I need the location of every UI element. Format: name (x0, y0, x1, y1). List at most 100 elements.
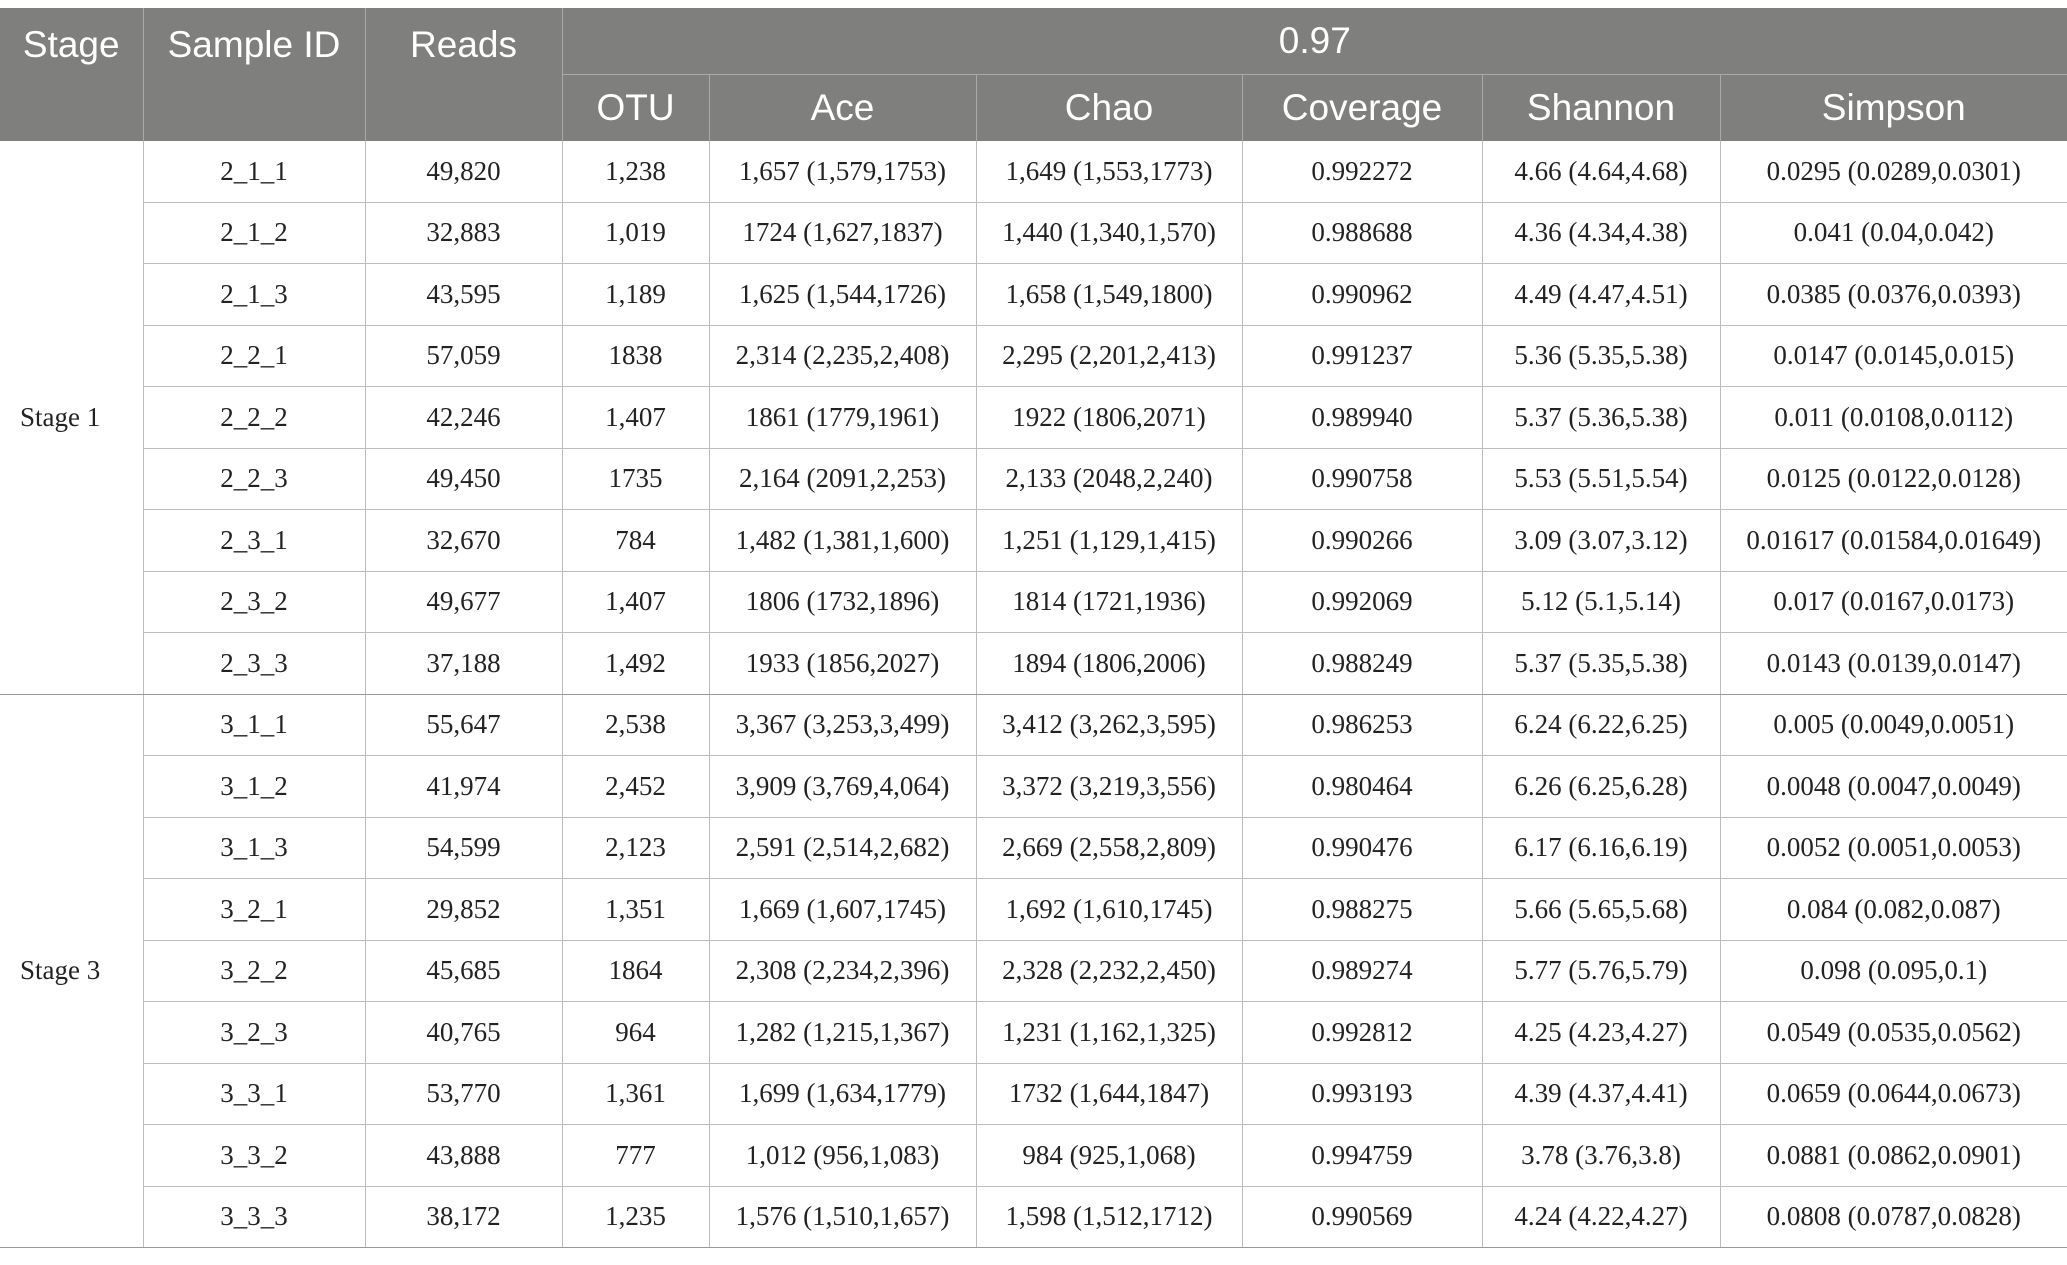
cell-reads: 40,765 (364, 1001, 562, 1064)
cell-sample-id: 2_3_1 (142, 509, 365, 572)
cell-sample-id: 3_1_1 (142, 694, 365, 756)
table-row: 2_1_3 43,595 1,189 1,625 (1,544,1726) 1,658 … (0, 263, 2067, 326)
cell-chao: 1,231 (1,162,1,325) (975, 1001, 1242, 1064)
cell-coverage: 0.991237 (1241, 325, 1482, 387)
cell-sample-id: 3_1_3 (142, 817, 365, 879)
cell-ace: 1,576 (1,510,1,657) (708, 1186, 976, 1248)
cell-otu: 1,019 (561, 202, 709, 264)
cell-simpson: 0.0052 (0.0051,0.0053) (1719, 817, 2067, 879)
cell-chao: 1,440 (1,340,1,570) (975, 202, 1242, 264)
cell-ace: 1,699 (1,634,1779) (708, 1063, 976, 1125)
cell-coverage: 0.992812 (1241, 1001, 1482, 1064)
cell-chao: 2,133 (2048,2,240) (975, 448, 1242, 510)
stage-label: Stage 3 (0, 694, 143, 1248)
cell-otu: 784 (561, 509, 709, 572)
cell-otu: 1,361 (561, 1063, 709, 1125)
cell-ace: 1,625 (1,544,1726) (708, 263, 976, 326)
table-body: Stage 1 2_1_1 49,820 1,238 1,657 (1,579,1753… (0, 141, 2067, 1248)
table-row: 3_2_2 45,685 1864 2,308 (2,234,2,396) 2,328 … (0, 940, 2067, 1002)
table-row: 3_3_3 38,172 1,235 1,576 (1,510,1,657) 1,598… (0, 1186, 2067, 1248)
cell-sample-id: 2_2_3 (142, 448, 365, 510)
cell-reads: 57,059 (364, 325, 562, 387)
cell-otu: 1,238 (561, 141, 709, 203)
cell-chao: 984 (925,1,068) (975, 1124, 1242, 1187)
cell-reads: 32,883 (364, 202, 562, 264)
table-row: 3_1_2 41,974 2,452 3,909 (3,769,4,064) 3,372… (0, 755, 2067, 818)
cell-ace: 2,164 (2091,2,253) (708, 448, 976, 510)
cell-chao: 1732 (1,644,1847) (975, 1063, 1242, 1125)
header-reads: Reads (364, 8, 562, 141)
cell-chao: 1,692 (1,610,1745) (975, 878, 1242, 941)
cell-otu: 1864 (561, 940, 709, 1002)
table-row: 2_2_2 42,246 1,407 1861 (1779,1961) 1922 (18… (0, 386, 2067, 449)
cell-shannon: 4.39 (4.37,4.41) (1481, 1063, 1720, 1125)
cell-ace: 1,282 (1,215,1,367) (708, 1001, 976, 1064)
cell-ace: 1,012 (956,1,083) (708, 1124, 976, 1187)
cell-ace: 1806 (1732,1896) (708, 571, 976, 633)
cell-ace: 3,909 (3,769,4,064) (708, 755, 976, 818)
cell-shannon: 5.53 (5.51,5.54) (1481, 448, 1720, 510)
cell-reads: 55,647 (364, 694, 562, 756)
cell-coverage: 0.989274 (1241, 940, 1482, 1002)
cell-ace: 1,657 (1,579,1753) (708, 141, 976, 203)
cell-coverage: 0.990569 (1241, 1186, 1482, 1248)
cell-simpson: 0.0143 (0.0139,0.0147) (1719, 632, 2067, 695)
cell-shannon: 5.37 (5.36,5.38) (1481, 386, 1720, 449)
cell-sample-id: 3_2_2 (142, 940, 365, 1002)
table-row: 3_3_1 53,770 1,361 1,699 (1,634,1779) 1732 (… (0, 1063, 2067, 1125)
cell-chao: 2,669 (2,558,2,809) (975, 817, 1242, 879)
header-chao: Chao (975, 74, 1242, 141)
cell-coverage: 0.990758 (1241, 448, 1482, 510)
cell-otu: 1,407 (561, 386, 709, 449)
diversity-table-container: Stage Sample ID Reads 0.97 OTU Ace Chao … (0, 8, 2067, 1248)
cell-coverage: 0.990266 (1241, 509, 1482, 572)
cell-reads: 38,172 (364, 1186, 562, 1248)
cell-otu: 2,452 (561, 755, 709, 818)
cell-simpson: 0.01617 (0.01584,0.01649) (1719, 509, 2067, 572)
cell-simpson: 0.0808 (0.0787,0.0828) (1719, 1186, 2067, 1248)
cell-simpson: 0.084 (0.082,0.087) (1719, 878, 2067, 941)
table-row: Stage 3 3_1_1 55,647 2,538 3,367 (3,253,3,49… (0, 694, 2067, 1248)
cell-otu: 1,407 (561, 571, 709, 633)
cell-shannon: 3.78 (3.76,3.8) (1481, 1124, 1720, 1187)
header-coverage: Coverage (1241, 74, 1482, 141)
cell-sample-id: 3_3_3 (142, 1186, 365, 1248)
cell-ace: 1,482 (1,381,1,600) (708, 509, 976, 572)
cell-reads: 45,685 (364, 940, 562, 1002)
cell-coverage: 0.986253 (1241, 694, 1482, 756)
cell-otu: 1735 (561, 448, 709, 510)
cell-simpson: 0.098 (0.095,0.1) (1719, 940, 2067, 1002)
cell-sample-id: 2_3_3 (142, 632, 365, 695)
cell-chao: 2,328 (2,232,2,450) (975, 940, 1242, 1002)
cell-otu: 2,123 (561, 817, 709, 879)
cell-otu: 1,492 (561, 632, 709, 695)
cell-ace: 1,669 (1,607,1745) (708, 878, 976, 941)
cell-coverage: 0.992272 (1241, 141, 1482, 203)
cell-reads: 53,770 (364, 1063, 562, 1125)
cell-ace: 1724 (1,627,1837) (708, 202, 976, 264)
header-ace: Ace (708, 74, 976, 141)
cell-chao: 2,295 (2,201,2,413) (975, 325, 1242, 387)
cell-ace: 3,367 (3,253,3,499) (708, 694, 976, 756)
cell-chao: 1,598 (1,512,1712) (975, 1186, 1242, 1248)
cell-sample-id: 3_3_2 (142, 1124, 365, 1187)
cell-ace: 1933 (1856,2027) (708, 632, 976, 695)
cell-simpson: 0.0295 (0.0289,0.0301) (1719, 141, 2067, 203)
cell-ace: 1861 (1779,1961) (708, 386, 976, 449)
cell-shannon: 4.25 (4.23,4.27) (1481, 1001, 1720, 1064)
cell-shannon: 4.36 (4.34,4.38) (1481, 202, 1720, 264)
cell-shannon: 6.26 (6.25,6.28) (1481, 755, 1720, 818)
cell-sample-id: 2_1_2 (142, 202, 365, 264)
cell-simpson: 0.005 (0.0049,0.0051) (1719, 694, 2067, 756)
table-row: 3_2_3 40,765 964 1,282 (1,215,1,367) 1,231 (… (0, 1001, 2067, 1064)
cell-shannon: 6.24 (6.22,6.25) (1481, 694, 1720, 756)
cell-simpson: 0.0125 (0.0122,0.0128) (1719, 448, 2067, 510)
cell-sample-id: 3_1_2 (142, 755, 365, 818)
header-row-sub: OTU Ace Chao Coverage Shannon Simpson (0, 74, 2067, 141)
cell-reads: 41,974 (364, 755, 562, 818)
cell-coverage: 0.988249 (1241, 632, 1482, 695)
cell-sample-id: 3_3_1 (142, 1063, 365, 1125)
cell-simpson: 0.041 (0.04,0.042) (1719, 202, 2067, 264)
cell-chao: 1,649 (1,553,1773) (975, 141, 1242, 203)
cell-coverage: 0.988688 (1241, 202, 1482, 264)
